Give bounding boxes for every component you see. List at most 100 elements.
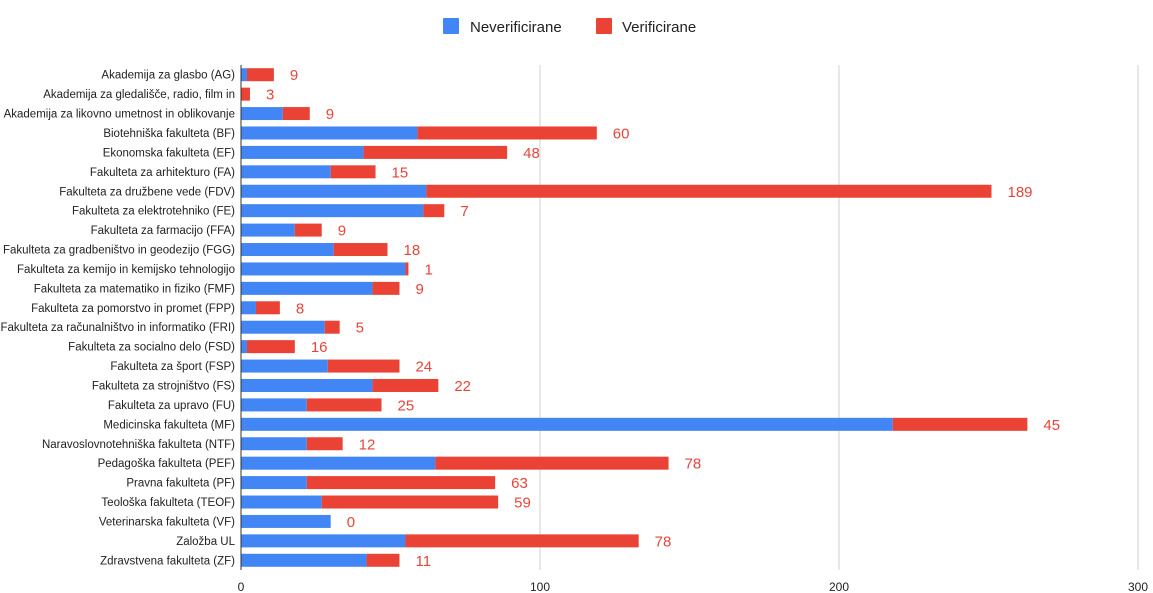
bar-verificirane [363, 145, 508, 159]
category-label: Fakulteta za arhitekturo (FA) [90, 167, 235, 179]
category-label: Fakulteta za pomorstvo in promet (FPP) [31, 303, 235, 315]
data-label: 16 [311, 339, 328, 356]
bar-neverificirane [241, 398, 307, 412]
category-label: Biotehniška fakulteta (BF) [103, 128, 235, 140]
bar-verificirane [327, 359, 400, 373]
category-label: Fakulteta za socialno delo (FSD) [68, 342, 235, 354]
bars [241, 68, 1028, 567]
category-label: Fakulteta za matematiko in fiziko (FMF) [34, 283, 235, 295]
x-tick-label: 100 [530, 580, 550, 593]
data-label: 78 [655, 533, 672, 550]
bar-verificirane [306, 398, 382, 412]
bar-neverificirane [241, 243, 334, 257]
legend-swatch-verificirane [596, 18, 612, 34]
bar-neverificirane [241, 204, 424, 218]
data-label: 63 [511, 475, 528, 492]
category-label: Fakulteta za kemijo in kemijsko tehnolog… [17, 264, 235, 276]
data-label: 1 [424, 261, 432, 278]
bar-neverificirane [241, 262, 406, 276]
category-label: Fakulteta za elektrotehniko (FE) [72, 206, 235, 218]
bar-verificirane [333, 243, 388, 257]
bar-verificirane [294, 223, 322, 237]
bar-verificirane [892, 417, 1028, 431]
category-label: Akademija za likovno umetnost in oblikov… [4, 109, 235, 121]
bar-verificirane [246, 68, 274, 82]
bar-neverificirane [241, 456, 436, 470]
bar-neverificirane [241, 495, 322, 509]
x-tick-label: 300 [1128, 580, 1148, 593]
category-label: Akademija za gledališče, radio, film in [43, 89, 235, 101]
bar-neverificirane [241, 514, 331, 528]
bar-neverificirane [241, 184, 427, 198]
bar-neverificirane [241, 68, 247, 82]
bar-verificirane [372, 281, 400, 295]
bar-verificirane [405, 534, 639, 548]
data-label: 45 [1043, 417, 1060, 434]
bar-verificirane [405, 262, 409, 276]
bar-verificirane [306, 437, 343, 451]
bar-verificirane [321, 495, 499, 509]
bar-verificirane [366, 553, 400, 567]
bar-neverificirane [241, 145, 364, 159]
category-label: Teološka fakulteta (TEOF) [101, 497, 235, 509]
data-label: 59 [514, 495, 531, 512]
data-label: 5 [356, 320, 364, 337]
bar-verificirane [423, 204, 445, 218]
bar-verificirane [417, 126, 597, 140]
data-label: 9 [326, 106, 334, 123]
bar-neverificirane [241, 534, 406, 548]
category-label: Fakulteta za farmacijo (FFA) [91, 225, 236, 237]
data-labels: 9396048151897918198516242225451278635907… [266, 67, 1060, 570]
category-label: Akademija za glasbo (AG) [101, 70, 235, 82]
bar-verificirane [306, 476, 496, 490]
data-label: 25 [398, 397, 415, 414]
category-label: Pravna fakulteta (PF) [126, 478, 235, 490]
x-tick-label: 0 [238, 580, 245, 593]
bar-neverificirane [241, 320, 325, 334]
bar-verificirane [426, 184, 992, 198]
data-label: 78 [685, 456, 702, 473]
category-label: Fakulteta za računalništvo in informatik… [0, 322, 235, 334]
bar-neverificirane [241, 281, 373, 295]
category-label: Veterinarska fakulteta (VF) [99, 516, 235, 528]
bar-neverificirane [241, 553, 367, 567]
data-label: 9 [415, 281, 423, 298]
bar-neverificirane [241, 417, 893, 431]
category-label: Naravoslovnotehniška fakulteta (NTF) [42, 439, 235, 451]
legend: Neverificirane Verificirane [443, 18, 696, 36]
x-axis-tick-labels: 0 100 200 300 [238, 580, 1149, 593]
data-label: 12 [359, 436, 376, 453]
category-label: Založba UL [176, 536, 235, 548]
bar-neverificirane [241, 301, 256, 315]
category-label: Pedagoška fakulteta (PEF) [98, 458, 236, 470]
bar-verificirane [241, 87, 250, 101]
bar-verificirane [324, 320, 340, 334]
bar-neverificirane [241, 223, 295, 237]
gridlines [539, 65, 1139, 570]
data-label: 18 [404, 242, 421, 259]
data-label: 24 [415, 359, 432, 376]
bar-neverificirane [241, 359, 328, 373]
bar-neverificirane [241, 476, 307, 490]
category-label: Medicinska fakulteta (MF) [103, 419, 235, 431]
bar-neverificirane [241, 378, 373, 392]
bar-verificirane [282, 107, 310, 121]
bar-neverificirane [241, 437, 307, 451]
data-label: 3 [266, 87, 274, 104]
data-label: 7 [460, 203, 468, 220]
data-label: 9 [290, 67, 298, 84]
legend-swatch-neverificirane [443, 18, 459, 34]
bar-verificirane [372, 378, 439, 392]
x-tick-label: 200 [829, 580, 849, 593]
data-label: 22 [454, 378, 471, 395]
category-labels: Akademija za glasbo (AG) Akademija za gle… [0, 70, 235, 568]
category-label: Fakulteta za gradbeništvo in geodezijo (… [3, 245, 235, 257]
bar-verificirane [435, 456, 669, 470]
category-label: Fakulteta za upravo (FU) [108, 400, 235, 412]
data-label: 11 [415, 553, 431, 570]
data-label: 8 [296, 300, 304, 317]
data-label: 48 [523, 145, 540, 162]
bar-verificirane [330, 165, 376, 179]
data-label: 9 [338, 223, 346, 240]
